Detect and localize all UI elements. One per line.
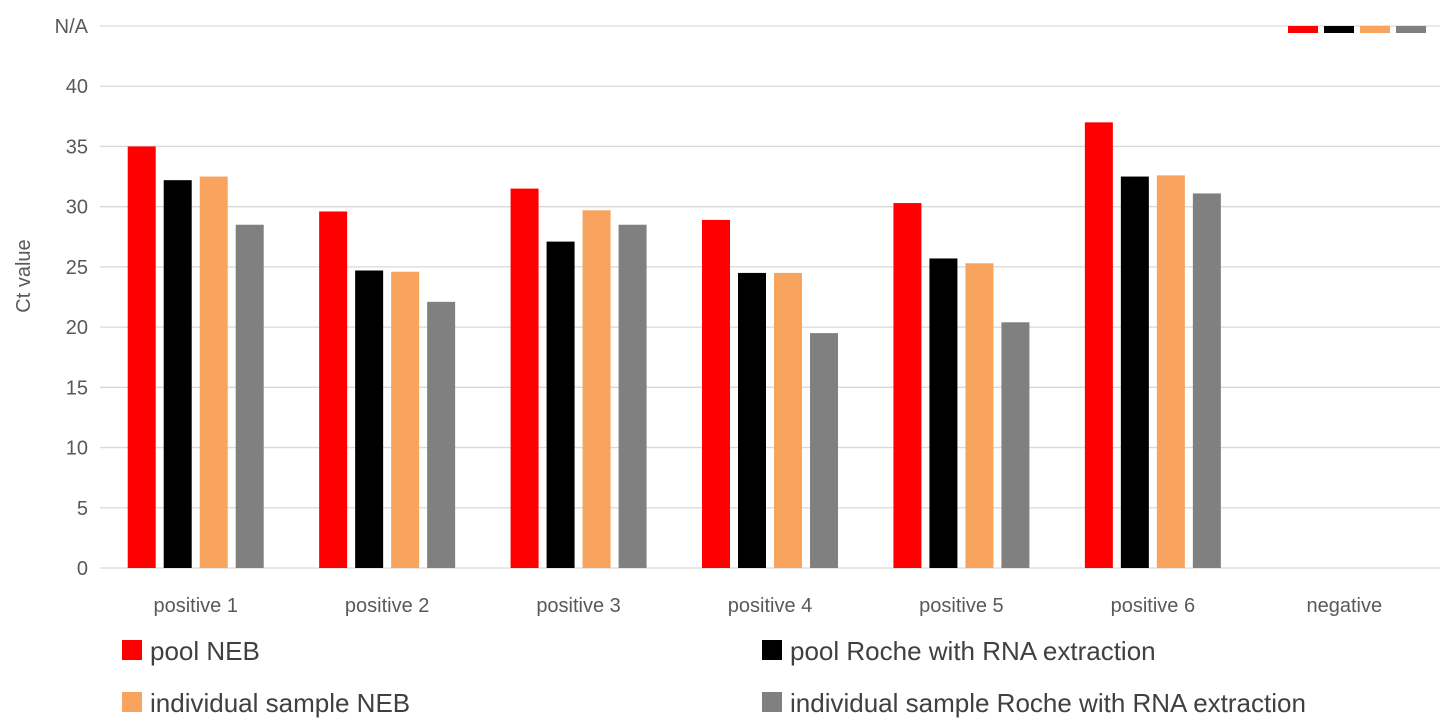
bar: [199, 176, 228, 569]
bar: [1084, 122, 1113, 568]
bar: [702, 219, 730, 568]
legend-swatch: [762, 640, 782, 660]
bar: [738, 272, 766, 568]
bars: [127, 26, 1426, 569]
y-axis-title: Ct value: [13, 239, 35, 312]
y-tick-label: 10: [66, 438, 88, 460]
category-label: positive 6: [1111, 595, 1196, 617]
category-label: positive 1: [153, 595, 238, 617]
legend-swatch: [762, 692, 782, 712]
legend-label: individual sample Roche with RNA extract…: [790, 688, 1306, 718]
category-label: positive 3: [536, 595, 621, 617]
bar-na-marker: [1360, 26, 1390, 33]
bar: [893, 203, 922, 568]
bar: [510, 188, 539, 568]
y-axis-ticks: 0 5 10 15 20 25 30 35 40 N/A: [55, 16, 89, 580]
legend-label: pool NEB: [150, 636, 260, 666]
y-tick-label: N/A: [55, 16, 89, 38]
bar: [1156, 175, 1185, 568]
bar: [929, 258, 958, 568]
legend-swatch: [122, 692, 142, 712]
y-tick-label: 15: [66, 377, 88, 399]
legend: pool NEB pool Roche with RNA extraction in…: [122, 636, 1306, 718]
y-tick-label: 5: [77, 498, 88, 520]
gridlines: [100, 25, 1440, 569]
bar: [319, 211, 348, 569]
bar-na-marker: [1288, 26, 1318, 33]
category-labels: positive 1 positive 2 positive 3 positive 4…: [153, 595, 1382, 617]
bar-na-marker: [1396, 26, 1426, 33]
bar: [127, 146, 156, 568]
bar: [1001, 322, 1030, 568]
y-tick-label: 20: [66, 317, 88, 339]
bar: [235, 224, 264, 568]
legend-label: individual sample NEB: [150, 688, 410, 718]
y-tick-label: 40: [66, 76, 88, 98]
bar: [774, 272, 802, 568]
y-tick-label: 35: [66, 136, 88, 158]
bar: [546, 241, 575, 568]
bar: [355, 270, 384, 568]
category-label: negative: [1306, 595, 1382, 617]
bar: [965, 263, 994, 568]
category-label: positive 5: [919, 595, 1004, 617]
bar: [582, 210, 611, 568]
bar: [163, 180, 192, 568]
bar: [427, 301, 456, 568]
y-tick-label: 0: [77, 558, 88, 580]
bar: [810, 333, 838, 568]
category-label: positive 4: [728, 595, 813, 617]
bar: [391, 271, 420, 568]
bar: [1120, 176, 1149, 569]
legend-swatch: [122, 640, 142, 660]
y-tick-label: 25: [66, 257, 88, 279]
category-label: positive 2: [345, 595, 430, 617]
bar-na-marker: [1324, 26, 1354, 33]
bar: [1192, 193, 1221, 568]
legend-label: pool Roche with RNA extraction: [790, 636, 1156, 666]
bar: [618, 224, 647, 568]
y-tick-label: 30: [66, 197, 88, 219]
